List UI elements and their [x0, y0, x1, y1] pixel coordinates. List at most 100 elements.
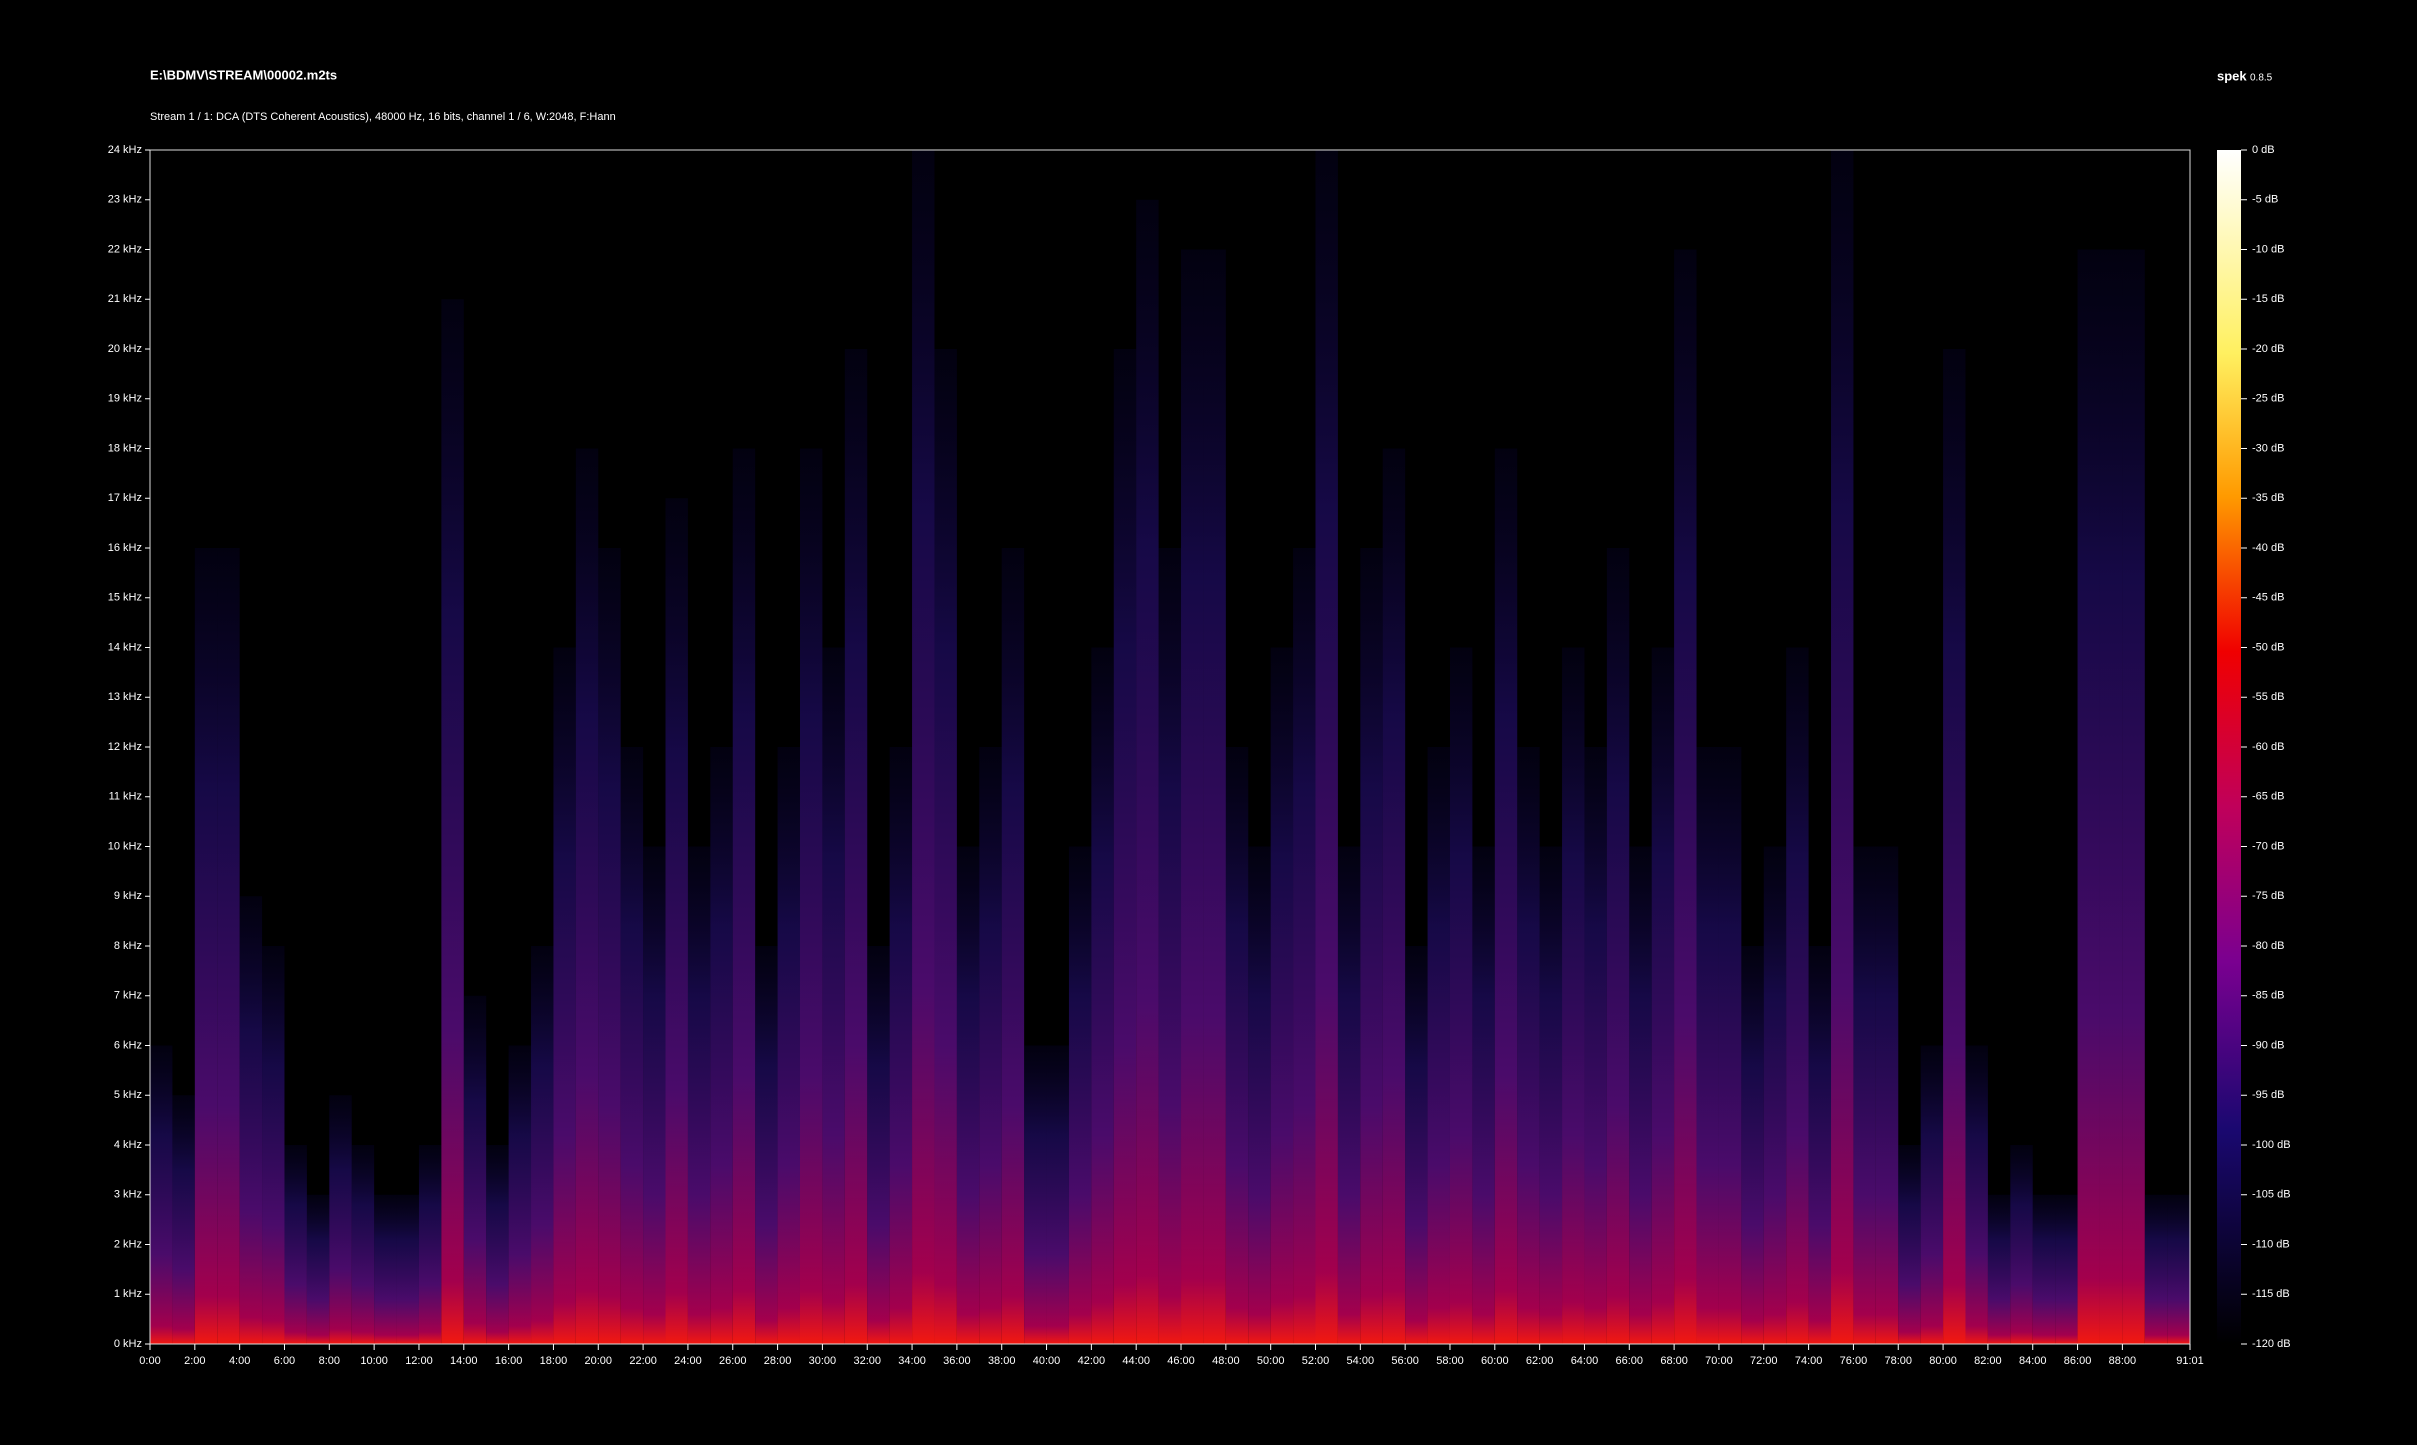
spectral-column: [2010, 1145, 2033, 1344]
spectral-column: [1382, 448, 1406, 1344]
x-tick-label: 14:00: [450, 1355, 478, 1367]
spectral-column: [1225, 747, 1249, 1344]
x-tick-label: 20:00: [585, 1355, 613, 1367]
y-tick-label: 18 kHz: [108, 442, 142, 454]
spectral-column: [687, 846, 711, 1344]
y-tick-label: 15 kHz: [108, 592, 142, 604]
colorbar-tick-label: -15 dB: [2252, 293, 2284, 305]
spectral-column: [1875, 846, 1899, 1344]
spectral-column: [1629, 846, 1652, 1344]
spectral-column: [396, 1194, 419, 1344]
spectral-column: [1696, 747, 1719, 1344]
spectral-column: [1606, 548, 1630, 1344]
y-tick-label: 0 kHz: [114, 1338, 142, 1350]
spectral-column: [2055, 1194, 2078, 1344]
x-tick-label: 82:00: [1974, 1355, 2002, 1367]
spectral-column: [643, 846, 666, 1344]
spectral-column: [2167, 1194, 2190, 1344]
colorbar-tick-label: -35 dB: [2252, 492, 2284, 504]
x-tick-label: 88:00: [2109, 1355, 2137, 1367]
x-tick-label: 78:00: [1884, 1355, 1912, 1367]
x-tick-label: 26:00: [719, 1355, 747, 1367]
y-tick-label: 19 kHz: [108, 393, 142, 405]
spectral-column: [1584, 747, 1607, 1344]
spectral-column: [732, 448, 756, 1344]
colorbar-tick-label: -100 dB: [2252, 1139, 2291, 1151]
y-tick-label: 13 kHz: [108, 691, 142, 703]
spectral-column: [620, 747, 644, 1344]
spectral-column: [777, 747, 800, 1344]
x-tick-label: 56:00: [1391, 1355, 1419, 1367]
x-tick-label: 66:00: [1616, 1355, 1644, 1367]
spectral-column: [1158, 548, 1182, 1344]
colorbar-tick-label: -25 dB: [2252, 393, 2284, 405]
x-tick-label: 52:00: [1302, 1355, 1330, 1367]
y-tick-label: 1 kHz: [114, 1288, 142, 1300]
spectral-column: [1449, 647, 1473, 1344]
spectral-column: [1046, 1045, 1069, 1344]
x-tick-label: 4:00: [229, 1355, 250, 1367]
x-tick-label: 24:00: [674, 1355, 702, 1367]
spectral-column: [2077, 249, 2100, 1344]
spectral-column: [1494, 448, 1518, 1344]
spectral-column: [1853, 846, 1876, 1344]
x-tick-label: 34:00: [898, 1355, 926, 1367]
spectral-column: [1987, 1194, 2011, 1344]
spectral-column: [1517, 747, 1540, 1344]
spectral-column: [1943, 349, 1966, 1344]
colorbar-tick-label: -90 dB: [2252, 1039, 2284, 1051]
spectral-column: [2144, 1194, 2168, 1344]
colorbar-tick-label: -120 dB: [2252, 1338, 2291, 1350]
x-tick-label: 68:00: [1660, 1355, 1688, 1367]
x-tick-label: 2:00: [184, 1355, 205, 1367]
x-tick-label: 44:00: [1122, 1355, 1150, 1367]
x-tick-label: 70:00: [1705, 1355, 1733, 1367]
x-tick-label: 48:00: [1212, 1355, 1240, 1367]
y-tick-label: 5 kHz: [114, 1089, 142, 1101]
spectral-column: [1270, 647, 1294, 1344]
spectral-column: [755, 946, 778, 1344]
spectral-column: [1024, 1045, 1047, 1344]
colorbar-tick-label: -55 dB: [2252, 691, 2284, 703]
x-tick-label: 58:00: [1436, 1355, 1464, 1367]
stream-info: Stream 1 / 1: DCA (DTS Coherent Acoustic…: [150, 111, 616, 123]
spectral-column: [844, 349, 868, 1344]
x-tick-label: 64:00: [1571, 1355, 1599, 1367]
x-tick-label: 54:00: [1347, 1355, 1375, 1367]
x-tick-label: 0:00: [139, 1355, 160, 1367]
file-title: E:\BDMV\STREAM\00002.m2ts: [150, 67, 337, 82]
y-tick-label: 7 kHz: [114, 990, 142, 1002]
spectral-column: [217, 548, 240, 1344]
colorbar-tick-label: 0 dB: [2252, 144, 2275, 156]
x-tick-label: 60:00: [1481, 1355, 1509, 1367]
x-tick-label: 30:00: [809, 1355, 837, 1367]
x-tick-label: 8:00: [319, 1355, 340, 1367]
x-tick-label: 62:00: [1526, 1355, 1554, 1367]
spectral-column: [1674, 249, 1697, 1344]
spectral-column: [1360, 548, 1383, 1344]
spectral-column: [1898, 1145, 1921, 1344]
y-tick-label: 3 kHz: [114, 1189, 142, 1201]
app-name: spek: [2217, 68, 2247, 83]
spectral-column: [1001, 548, 1025, 1344]
spectral-column: [1203, 249, 1226, 1344]
x-tick-label: 16:00: [495, 1355, 523, 1367]
x-tick-label: 72:00: [1750, 1355, 1778, 1367]
spectral-column: [2122, 249, 2145, 1344]
spectral-column: [441, 299, 464, 1344]
spectral-column: [351, 1145, 375, 1344]
spectral-column: [2099, 249, 2123, 1344]
y-tick-label: 20 kHz: [108, 343, 142, 355]
spectral-column: [284, 1145, 307, 1344]
colorbar-tick-label: -40 dB: [2252, 542, 2284, 554]
colorbar-tick-label: -115 dB: [2252, 1288, 2290, 1300]
spectral-column: [1136, 199, 1159, 1344]
spectral-column: [889, 747, 913, 1344]
spectral-column: [2032, 1194, 2056, 1344]
colorbar-tick-label: -20 dB: [2252, 343, 2284, 355]
x-tick-label: 91:01: [2176, 1355, 2204, 1367]
x-tick-label: 6:00: [274, 1355, 295, 1367]
x-tick-label: 28:00: [764, 1355, 792, 1367]
spectral-column: [1763, 846, 1787, 1344]
